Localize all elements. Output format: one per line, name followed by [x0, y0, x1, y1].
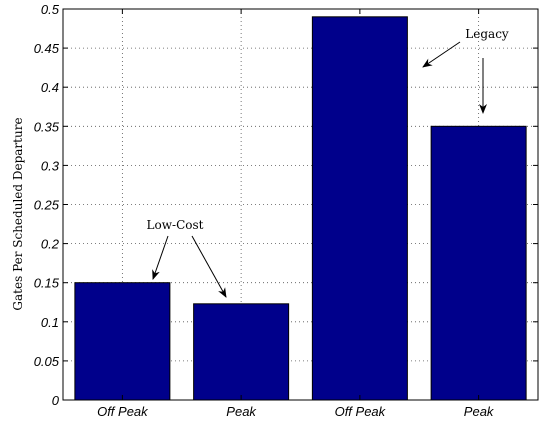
y-tick-label: 0.5: [41, 2, 60, 17]
bar-2: [311, 16, 408, 401]
annotation-arrow: [422, 41, 461, 68]
y-tick-label: 0.05: [34, 354, 60, 369]
axes: [62, 8, 539, 401]
bars: [74, 16, 527, 401]
y-tick-labels: 0 0.05 0.1 0.15 0.2 0.25 0.3 0.35 0.4 0.45 0.5: [34, 2, 60, 408]
annotation-label: Low-Cost: [147, 218, 204, 232]
x-tick-label: Off Peak: [335, 404, 387, 419]
annotations: Low-Cost Legacy: [147, 27, 509, 298]
y-tick-label: 0.3: [41, 158, 60, 173]
annotation-label: Legacy: [465, 27, 509, 41]
x-tick-label: Off Peak: [97, 404, 149, 419]
bar-3: [430, 125, 527, 401]
y-tick-label: 0: [52, 393, 60, 408]
annotation-arrow: [152, 235, 169, 280]
bar-1: [193, 303, 290, 401]
bar-0: [74, 282, 171, 401]
x-tick-label: Peak: [226, 404, 257, 419]
x-tick-label: Peak: [464, 404, 495, 419]
y-tick-label: 0.2: [41, 237, 60, 252]
y-tick-label: 0.1: [41, 315, 59, 330]
y-tick-label: 0.35: [34, 119, 60, 134]
y-tick-label: 0.15: [34, 276, 60, 291]
y-axis-label: Gates Per Scheduled Departure: [11, 117, 25, 310]
y-tick-label: 0.25: [34, 198, 60, 213]
annotation-arrow: [191, 235, 227, 298]
y-tick-label: 0.4: [41, 80, 59, 95]
y-tick-label: 0.45: [34, 41, 60, 56]
x-tick-labels: Off Peak Peak Off Peak Peak: [97, 404, 495, 419]
